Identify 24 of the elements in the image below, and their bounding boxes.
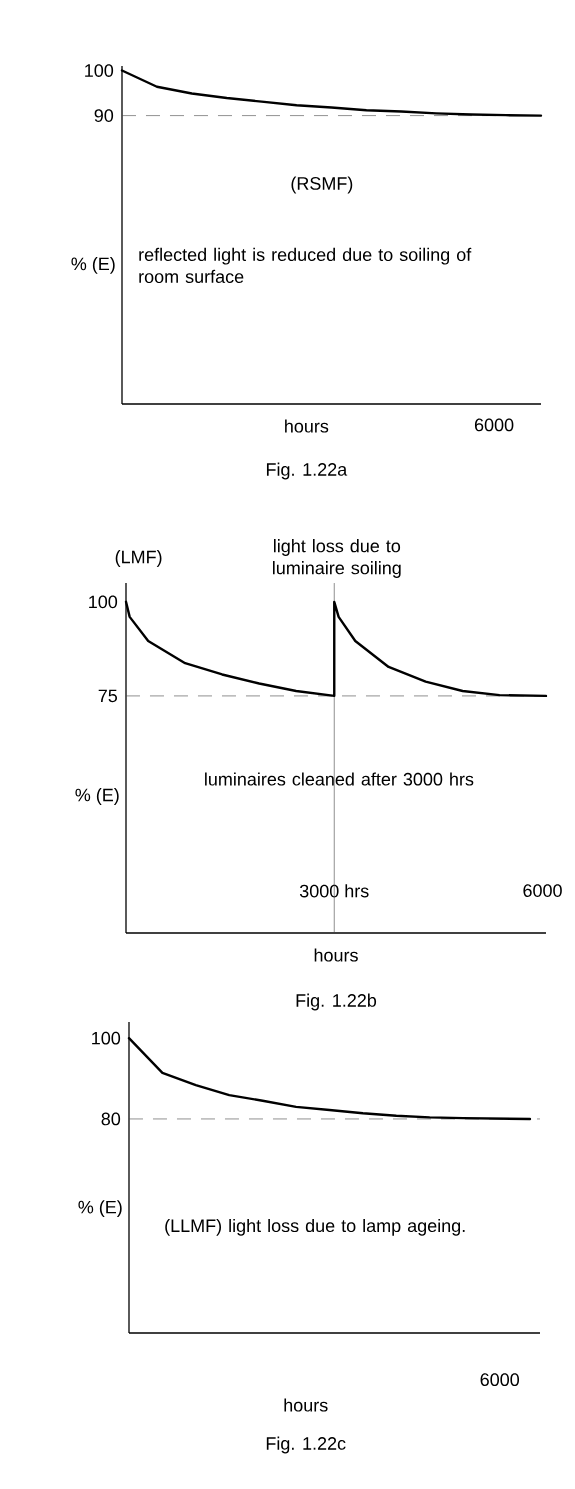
y-tick-label: 90 [94, 109, 114, 122]
text: Fig. 1.22a [266, 462, 348, 480]
text: light loss due to luminaire soiling [273, 539, 401, 578]
x-axis-title: hours [314, 948, 358, 962]
annotation: (LLMF) light loss due to lamp ageing. [165, 1218, 465, 1236]
x-axis-title: hours [284, 1398, 328, 1412]
y-tick-label: 100 [92, 1031, 121, 1045]
annotation: (RSMF) [291, 176, 353, 194]
y-tick-label: 100 [89, 595, 118, 609]
text: Fig. 1.22c [266, 1436, 346, 1454]
x-tick-label: 3000 hrs [299, 884, 369, 898]
x-axis-title: hours [285, 419, 329, 433]
text: 6000 [474, 418, 514, 432]
y-tick-label: 75 [98, 689, 118, 703]
text: (LMF) [115, 550, 162, 567]
annotation: reflected light is reduced due to soiling of room surface [139, 247, 472, 284]
y-axis-title: % (E) [78, 1200, 122, 1217]
y-axis-title: % (E) [71, 257, 115, 274]
y-axis-title: % (E) [75, 788, 119, 805]
text: Fig. 1.22b [296, 993, 377, 1011]
annotation: luminaires cleaned after 3000 hrs [205, 772, 474, 786]
y-tick-label: 100 [85, 64, 114, 77]
y-tick-label: 80 [101, 1112, 121, 1126]
text: 6000 [480, 1373, 520, 1387]
